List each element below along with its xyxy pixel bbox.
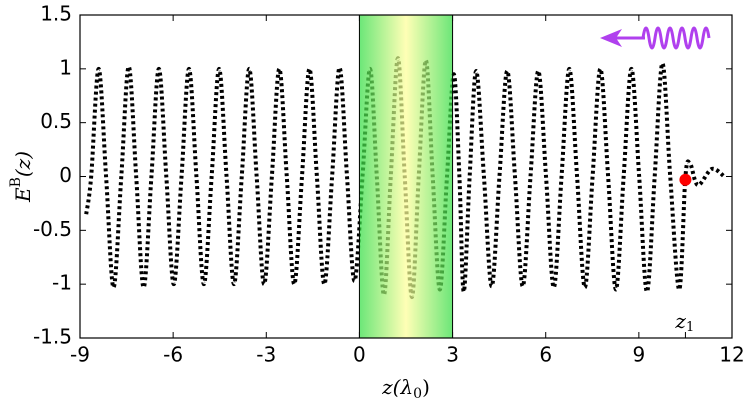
- x-tick-label: -3: [256, 343, 276, 367]
- y-tick-label: 1.5: [40, 2, 72, 26]
- x-axis-label: z(λ0): [381, 375, 430, 403]
- x-tick-label: 3: [446, 343, 459, 367]
- incident-wave-icon: [600, 26, 711, 50]
- y-tick-label: -1: [52, 271, 72, 295]
- x-label-part: λ: [399, 375, 413, 399]
- y-label-part: E: [11, 187, 35, 203]
- x-label-part: ): [422, 375, 430, 399]
- x-label-part: 0: [413, 386, 422, 402]
- y-label-part: B: [8, 177, 24, 187]
- slab-region: [358, 14, 454, 339]
- plot-frame: [79, 14, 733, 339]
- x-tick-label: -6: [163, 343, 183, 367]
- marker-label-main: z: [674, 309, 686, 333]
- y-axis-label: EB(z): [8, 151, 35, 203]
- marker-label-sub: 1: [686, 320, 694, 335]
- y-tick-label: 0: [59, 163, 72, 187]
- y-label-part: (z): [11, 151, 35, 177]
- marker-point: [679, 173, 692, 186]
- y-tick-label: -0.5: [33, 217, 72, 241]
- y-tick-label: -1.5: [33, 325, 72, 349]
- y-tick-label: 1: [59, 55, 72, 79]
- x-tick-label: 6: [539, 343, 552, 367]
- x-tick-label: 9: [632, 343, 645, 367]
- x-label-part: z(: [381, 375, 402, 399]
- x-tick-label: 12: [719, 343, 744, 367]
- marker-label: z1: [674, 309, 694, 335]
- y-tick-label: 0.5: [40, 109, 72, 133]
- x-tick-label: 0: [353, 343, 366, 367]
- x-tick-label: -9: [70, 343, 90, 367]
